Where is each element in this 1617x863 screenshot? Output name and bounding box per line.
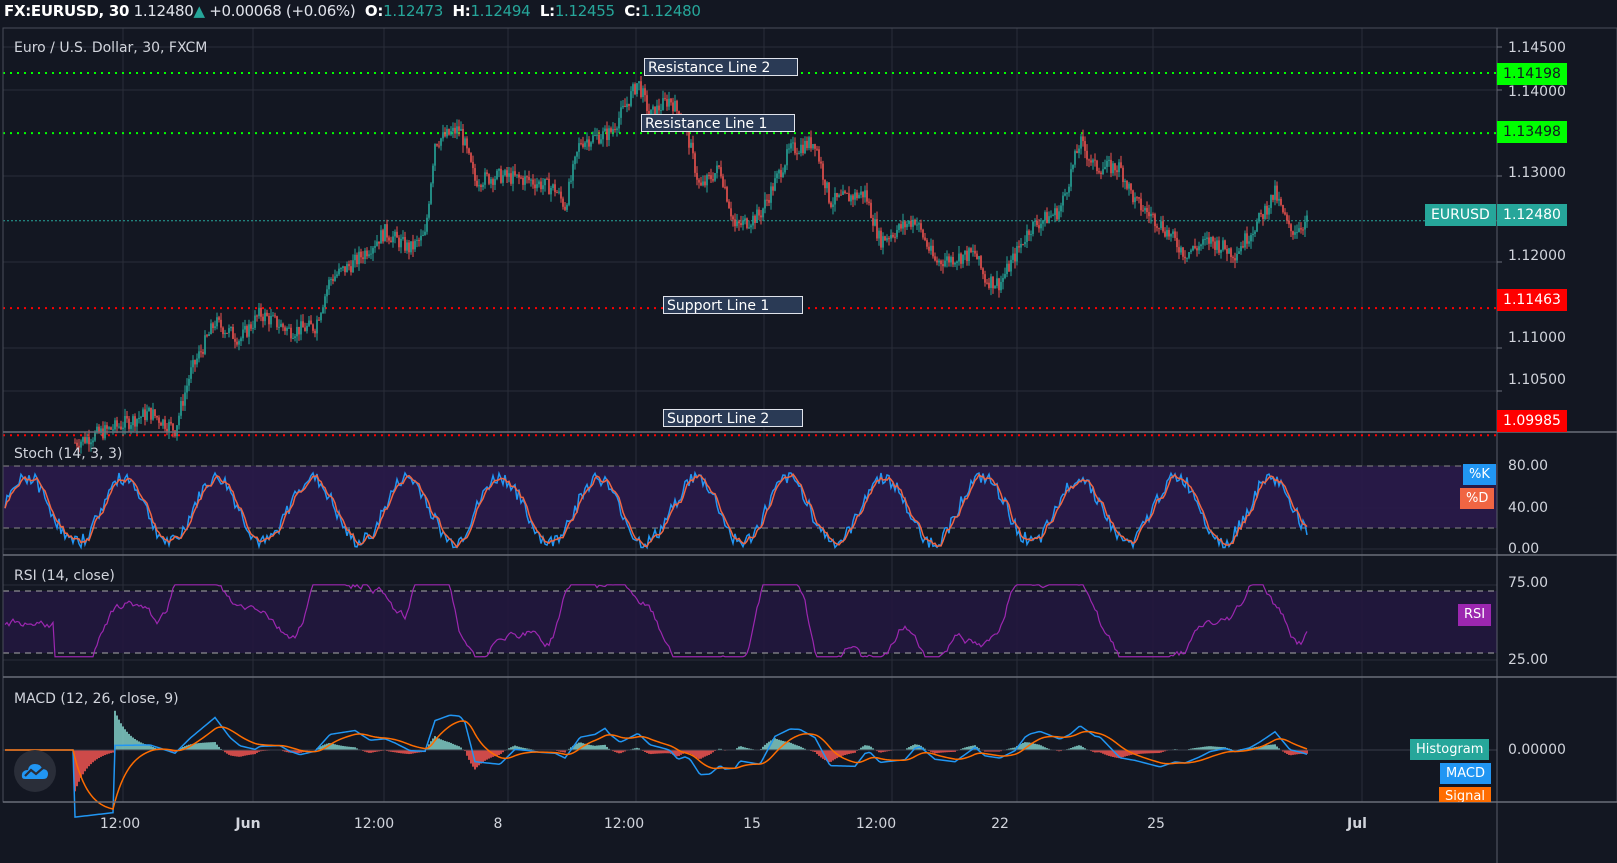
macd-signal-tag: Signal (1439, 787, 1491, 802)
macd-axis-label: 0.00000 (1508, 742, 1566, 758)
symbol-label: FX:EURUSD, 30 (4, 2, 130, 20)
stoch-axis-label: 40.00 (1508, 500, 1549, 516)
price-change: +0.00068 (+0.06%) (209, 2, 356, 20)
low-value: 1.12455 (554, 2, 615, 20)
stoch-axis-label: 80.00 (1508, 458, 1549, 474)
price-axis-label: 1.14500 (1508, 40, 1566, 56)
rsi-tag: RSI (1458, 604, 1492, 626)
resistance-line-2-label[interactable]: Resistance Line 2 (644, 58, 798, 76)
support-line-1-label[interactable]: Support Line 1 (663, 296, 803, 314)
support-1-price-tag: 1.11463 (1497, 289, 1567, 311)
up-triangle-icon: ▲ (193, 2, 206, 20)
open-value: 1.12473 (383, 2, 444, 20)
time-axis-label: 12:00 (99, 816, 141, 832)
price-axis-label: 1.13000 (1508, 165, 1566, 181)
close-value: 1.12480 (640, 2, 701, 20)
price-axis-label: 1.14000 (1508, 84, 1566, 100)
time-axis-label: 8 (493, 816, 503, 832)
stoch-k-tag: %K (1463, 464, 1496, 485)
macd-series (3, 710, 1497, 818)
support-2-price-tag: 1.09985 (1497, 410, 1567, 432)
resistance-1-price-tag: 1.13498 (1497, 121, 1567, 143)
symbol-price-tag: EURUSD (1425, 204, 1496, 226)
pane-separators[interactable] (2, 27, 1617, 863)
resistance-2-price-tag: 1.14198 (1497, 63, 1567, 85)
time-axis-label: 12:00 (353, 816, 395, 832)
rsi-axis-label: 75.00 (1508, 575, 1549, 591)
last-price: 1.12480 (133, 2, 194, 20)
price-axis-label: 1.12000 (1508, 248, 1566, 264)
symbol-header: FX:EURUSD, 30 1.12480▲ +0.00068 (+0.06%)… (0, 0, 1617, 22)
rsi-series (4, 583, 1308, 658)
stoch-d-tag: %D (1460, 488, 1495, 509)
price-axis-label: 1.11000 (1508, 330, 1566, 346)
time-axis-label: 22 (991, 816, 1009, 832)
price-pane-title: Euro / U.S. Dollar, 30, FXCM (14, 40, 208, 56)
indicator-bands (3, 465, 1497, 654)
cloud-chart-icon (21, 764, 48, 779)
time-axis-label: 25 (1147, 816, 1165, 832)
support-resistance-lines[interactable] (3, 71, 1497, 437)
time-axis-label: Jun (235, 816, 261, 832)
time-axis-label: 12:00 (855, 816, 897, 832)
rsi-axis-label: 25.00 (1508, 652, 1549, 668)
stoch-axis-label: 0.00 (1508, 541, 1540, 557)
current-price-tag: 1.12480 (1497, 204, 1567, 226)
macd-line-tag: MACD (1440, 763, 1491, 784)
time-axis-label: Jul (1347, 816, 1367, 832)
rsi-pane-title: RSI (14, close) (14, 568, 115, 584)
time-axis-label: 15 (743, 816, 761, 832)
macd-pane-title: MACD (12, 26, close, 9) (14, 691, 179, 707)
macd-histogram-tag: Histogram (1410, 739, 1490, 760)
support-line-2-label[interactable]: Support Line 2 (663, 409, 803, 427)
time-axis-label: 12:00 (603, 816, 645, 832)
price-axis-label: 1.10500 (1508, 372, 1566, 388)
stoch-pane-title: Stoch (14, 3, 3) (14, 446, 123, 462)
resistance-line-1-label[interactable]: Resistance Line 1 (641, 114, 795, 132)
tradingview-logo[interactable] (14, 750, 56, 792)
high-value: 1.12494 (470, 2, 531, 20)
stochastic-series (4, 470, 1308, 550)
